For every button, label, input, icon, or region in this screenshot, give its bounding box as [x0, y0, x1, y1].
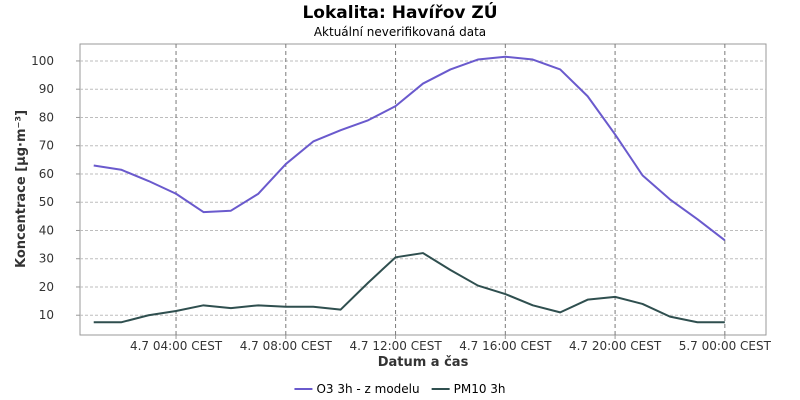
x-tick-label: 4.7 08:00 CEST — [240, 339, 333, 353]
chart-subtitle: Aktuální neverifikovaná data — [314, 25, 486, 39]
y-tick-label: 40 — [39, 223, 54, 237]
y-tick-label: 50 — [39, 195, 54, 209]
legend-label-2: PM10 3h — [454, 382, 506, 396]
x-tick-label: 5.7 00:00 CEST — [679, 339, 772, 353]
series-lines — [93, 55, 726, 324]
x-axis-ticks: 4.7 04:00 CEST 4.7 08:00 CEST 4.7 12:00 CE… — [130, 335, 772, 353]
y-tick-label: 20 — [39, 280, 54, 294]
grid-lines — [80, 44, 766, 335]
x-tick-label: 4.7 16:00 CEST — [459, 339, 552, 353]
legend: O3 3h - z modelu PM10 3h — [294, 382, 506, 396]
series-line-2 — [93, 252, 725, 324]
x-tick-label: 4.7 12:00 CEST — [349, 339, 442, 353]
y-tick-label: 70 — [39, 139, 54, 153]
legend-label-1: O3 3h - z modelu — [316, 382, 419, 396]
series-line-1 — [93, 55, 726, 242]
x-tick-label: 4.7 04:00 CEST — [130, 339, 223, 353]
x-tick-label: 4.7 20:00 CEST — [569, 339, 662, 353]
y-tick-label: 90 — [39, 82, 54, 96]
y-tick-label: 100 — [31, 54, 54, 68]
y-tick-label: 30 — [39, 252, 54, 266]
y-tick-label: 60 — [39, 167, 54, 181]
y-axis-ticks: 10 20 30 40 50 60 70 80 90 100 — [31, 54, 80, 322]
y-axis-label: Koncentrace [µg·m⁻³] — [14, 110, 29, 268]
x-axis-label: Datum a čas — [378, 355, 469, 370]
y-tick-label: 10 — [39, 308, 54, 322]
plot-area — [79, 43, 767, 336]
y-tick-label: 80 — [39, 110, 54, 124]
chart-title: Lokalita: Havířov ZÚ — [302, 1, 497, 23]
